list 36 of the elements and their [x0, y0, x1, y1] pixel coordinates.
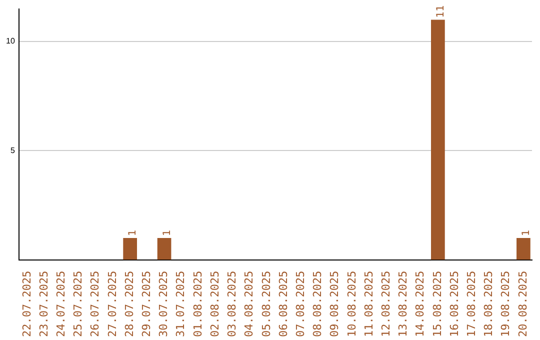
x-tick-label: 31.07.2025 — [174, 270, 188, 338]
x-tick-label: 25.07.2025 — [72, 270, 85, 338]
data-label: 11 — [436, 4, 447, 18]
data-label: 1 — [162, 230, 173, 236]
x-tick-label: 27.07.2025 — [106, 270, 119, 338]
x-tick-label: 23.07.2025 — [37, 270, 50, 338]
x-tick-label: 17.08.2025 — [465, 270, 478, 338]
x-tick-label: 20.08.2025 — [516, 270, 530, 338]
x-tick-label: 05.08.2025 — [260, 270, 273, 338]
x-tick-label: 10.08.2025 — [345, 270, 358, 338]
x-tick-label: 29.07.2025 — [140, 270, 154, 338]
data-label: 1 — [128, 230, 139, 236]
x-tick-label: 12.08.2025 — [379, 270, 392, 338]
x-tick-label: 09.08.2025 — [328, 270, 342, 338]
x-tick-label: 28.07.2025 — [122, 270, 136, 338]
x-tick-label: 15.08.2025 — [430, 270, 444, 338]
x-tick-label: 04.08.2025 — [242, 270, 256, 338]
x-tick-label: 30.07.2025 — [157, 270, 170, 338]
x-tick-label: 02.08.2025 — [208, 270, 222, 338]
x-tick-label: 07.08.2025 — [294, 270, 307, 338]
x-tick-label: 08.08.2025 — [311, 270, 324, 338]
data-label: 1 — [521, 230, 532, 236]
x-tick-label: 06.08.2025 — [276, 270, 290, 338]
x-tick-label: 26.07.2025 — [88, 270, 102, 338]
x-tick-label: 03.08.2025 — [226, 270, 239, 338]
x-tick-label: 11.08.2025 — [362, 270, 376, 338]
x-tick-label: 14.08.2025 — [414, 270, 427, 338]
x-tick-label: 16.08.2025 — [448, 270, 461, 338]
y-tick-label: 10 — [6, 36, 16, 46]
x-tick-label: 01.08.2025 — [191, 270, 204, 338]
x-tick-label: 13.08.2025 — [396, 270, 410, 338]
x-tick-label: 22.07.2025 — [20, 270, 34, 338]
y-tick-label: 5 — [10, 146, 16, 155]
x-tick-label: 19.08.2025 — [499, 270, 512, 338]
x-tick-label: 24.07.2025 — [54, 270, 68, 338]
x-tick-label: 18.08.2025 — [482, 270, 496, 338]
